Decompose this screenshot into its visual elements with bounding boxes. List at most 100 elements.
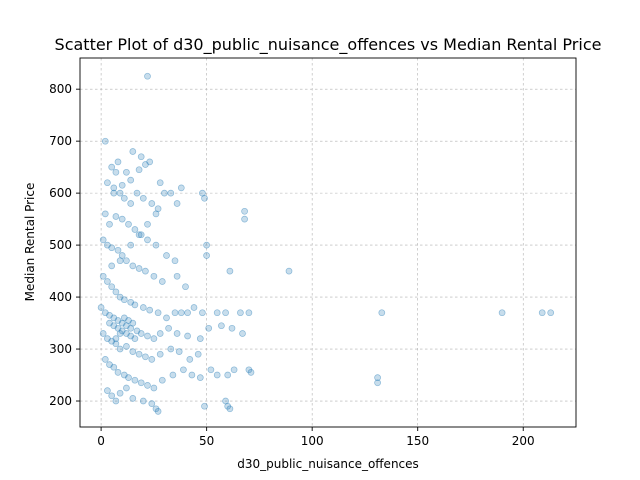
data-point [110, 363, 118, 371]
data-point [108, 163, 116, 171]
data-point [177, 309, 185, 317]
data-point [114, 246, 122, 254]
y-tick-label: 700 [49, 134, 72, 148]
data-point [110, 184, 118, 192]
data-point [218, 322, 225, 330]
data-point [144, 332, 151, 340]
data-point [108, 392, 116, 400]
chart-title: Scatter Plot of d30_public_nuisance_offe… [55, 35, 602, 55]
data-point [131, 301, 139, 309]
data-point [135, 166, 143, 174]
data-point [173, 272, 181, 280]
data-point [142, 161, 149, 168]
data-point [374, 379, 381, 387]
data-point [203, 252, 210, 259]
data-point [104, 241, 111, 249]
data-point [123, 257, 130, 265]
data-point [137, 379, 145, 387]
data-point [127, 200, 135, 207]
data-point [137, 153, 145, 161]
data-point [142, 267, 149, 275]
data-point [135, 265, 143, 272]
data-point [112, 213, 120, 220]
data-point [137, 231, 145, 239]
y-tick-label: 600 [49, 186, 72, 200]
data-point [199, 189, 206, 197]
data-point [131, 376, 139, 384]
x-tick-label: 100 [301, 434, 324, 448]
data-point [222, 397, 229, 405]
data-point [171, 257, 179, 265]
data-point [152, 210, 160, 218]
data-point [123, 343, 130, 350]
axis-ticks: 0 50 100 150 200 200 300 400 500 600 700 800 [49, 82, 535, 448]
data-point [112, 288, 120, 296]
data-point [150, 384, 158, 392]
data-point [144, 220, 151, 228]
data-point [154, 309, 162, 317]
data-point [226, 405, 234, 413]
data-point [285, 267, 293, 275]
data-point [177, 184, 185, 192]
data-point [127, 298, 135, 306]
data-point [180, 366, 187, 374]
data-point [114, 369, 122, 376]
data-point [118, 252, 126, 259]
data-point [129, 348, 137, 355]
data-point [498, 309, 506, 317]
data-point [245, 366, 253, 374]
data-point [133, 327, 141, 335]
data-point [205, 324, 213, 332]
data-point [161, 189, 168, 197]
x-tick-label: 200 [512, 434, 535, 448]
x-axis-label: d30_public_nuisance_offences [237, 457, 419, 471]
data-point [374, 374, 381, 381]
y-tick-label: 500 [49, 238, 72, 252]
data-point [106, 220, 113, 228]
data-point [137, 330, 145, 337]
x-tick-label: 50 [199, 434, 214, 448]
data-point [118, 215, 126, 223]
data-point [173, 330, 181, 337]
data-point [135, 350, 143, 358]
data-point [116, 330, 124, 337]
plot-frame [79, 57, 577, 428]
data-point [114, 158, 122, 166]
data-point [158, 376, 166, 384]
data-point [154, 408, 162, 415]
data-point [116, 189, 124, 197]
data-point [148, 200, 156, 207]
data-point [118, 181, 126, 189]
data-point [133, 189, 141, 197]
y-tick-label: 800 [49, 82, 72, 96]
data-point [144, 236, 151, 244]
data-point [125, 317, 132, 324]
data-point [101, 210, 109, 218]
data-point [237, 309, 244, 317]
data-point [101, 356, 109, 363]
data-point [196, 335, 204, 342]
data-point [97, 304, 105, 311]
grid [80, 58, 576, 427]
data-point [129, 148, 137, 155]
data-point [108, 337, 116, 345]
data-point [104, 278, 111, 285]
data-point [101, 137, 109, 145]
data-point [116, 389, 124, 397]
data-point [129, 319, 137, 327]
data-point [129, 262, 137, 270]
data-point [228, 324, 236, 332]
data-point [152, 241, 160, 249]
data-point [127, 324, 135, 332]
data-point [173, 200, 181, 207]
data-point [538, 309, 546, 317]
data-point [144, 72, 151, 80]
data-point [106, 319, 113, 327]
data-point [184, 309, 191, 317]
data-point [156, 350, 164, 358]
data-point [123, 322, 130, 330]
data-point [123, 168, 130, 176]
data-point [120, 194, 128, 202]
data-point [104, 387, 111, 394]
data-point [163, 314, 170, 322]
